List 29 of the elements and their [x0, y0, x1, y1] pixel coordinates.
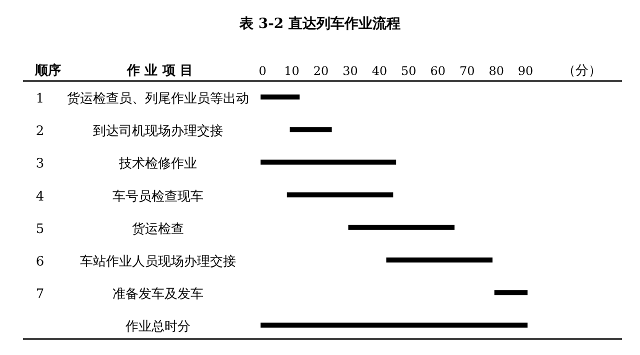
text: 顺序: [34, 62, 61, 78]
x-tick-label: 30: [342, 64, 358, 78]
annotation: 1: [36, 92, 44, 106]
x-tick-label: 80: [488, 64, 504, 78]
x-tick-label: 10: [284, 64, 300, 78]
annotation: 3: [36, 156, 44, 172]
x-tick-label: 0: [258, 64, 266, 78]
y-tick-label: 车站作业人员现场办理交接: [80, 254, 236, 270]
annotation: 5: [36, 222, 44, 237]
x-tick-label: 90: [518, 64, 534, 78]
y-tick-label: 到达司机现场办理交接: [93, 123, 223, 140]
x-tick-label: 50: [401, 64, 416, 78]
x-tick-label: 40: [372, 64, 388, 78]
y-axis-title: 作 业 项 目: [126, 64, 193, 78]
annotation: 2: [36, 124, 44, 140]
y-tick-label: 货运检查员、列尾作业员等出动: [67, 92, 249, 106]
y-tick-label: 准备发车及发车: [112, 287, 204, 302]
y-tick-label: 车号员检查现车: [112, 189, 204, 204]
x-tick-label: 20: [313, 64, 329, 78]
y-tick-label: 货运检查: [132, 222, 184, 237]
annotation: 4: [36, 189, 44, 204]
annotation: 7: [36, 287, 44, 302]
chart-title: 表 3-2 直达列车作业流程: [238, 15, 401, 32]
annotation: 6: [36, 254, 44, 270]
y-tick-label: 作业总时分: [124, 320, 190, 335]
x-axis-title: （分）: [562, 64, 602, 78]
y-tick-label: 技术检修作业: [118, 156, 197, 172]
x-tick-label: 70: [459, 64, 475, 78]
x-tick-label: 60: [430, 64, 446, 78]
